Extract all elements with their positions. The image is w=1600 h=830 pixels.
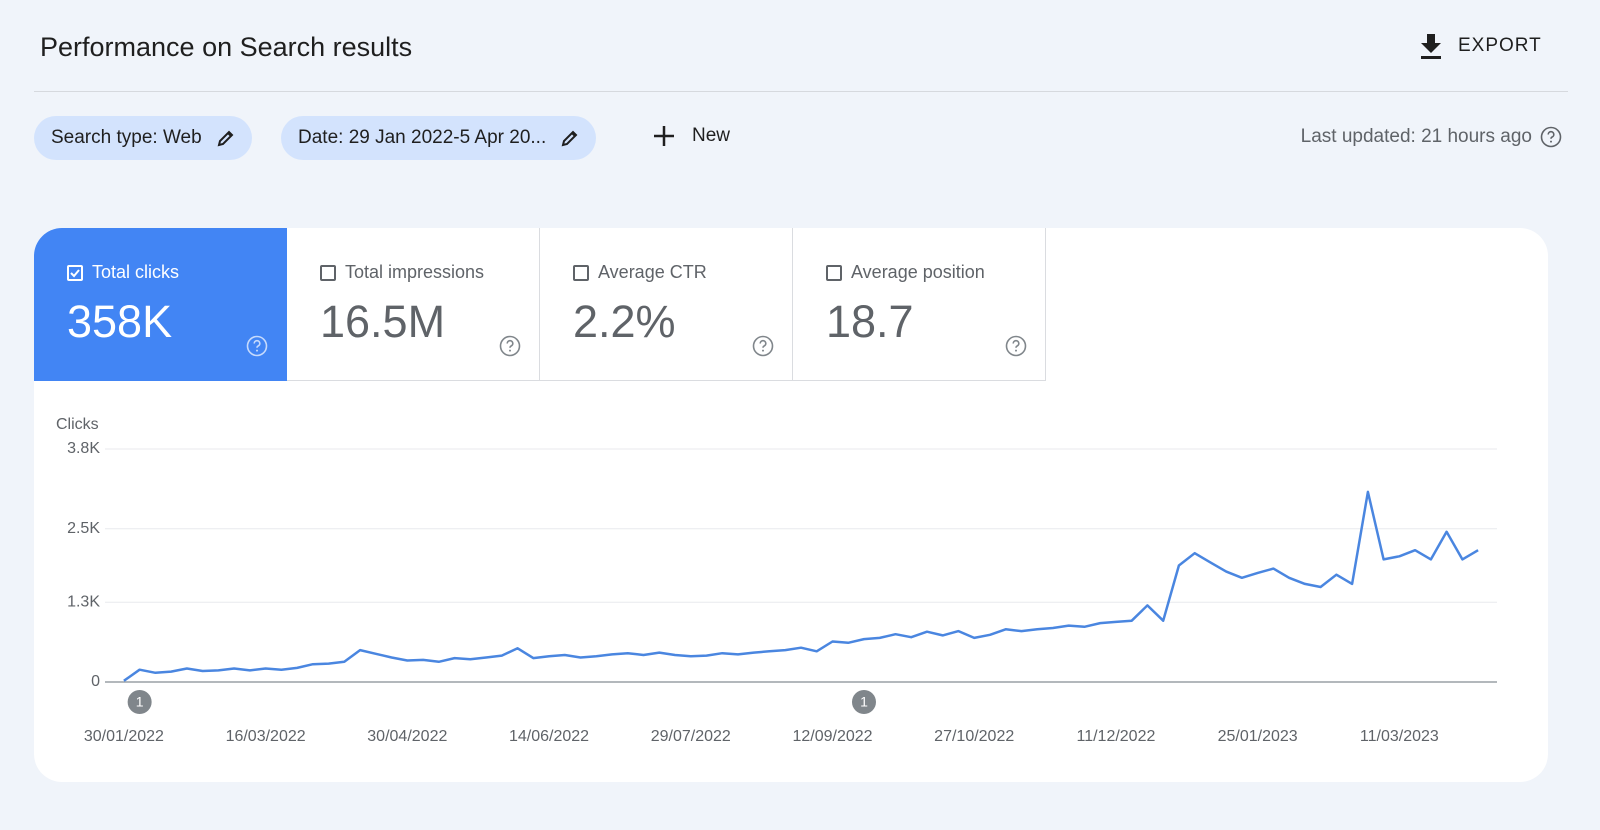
download-icon — [1421, 34, 1441, 59]
x-tick-label: 12/09/2022 — [792, 728, 872, 745]
metric-value: 358K — [67, 296, 173, 347]
export-label: EXPORT — [1458, 35, 1542, 56]
x-tick-label: 11/12/2022 — [1076, 728, 1155, 745]
checkbox[interactable] — [573, 264, 589, 281]
x-tick-label: 27/10/2022 — [934, 728, 1014, 745]
edit-icon — [561, 130, 578, 147]
x-tick-label: 30/01/2022 — [84, 728, 164, 745]
metric-label: Total impressions — [345, 262, 485, 282]
export-button[interactable]: EXPORT — [1418, 32, 1542, 60]
annotation-marker — [127, 690, 152, 714]
x-tick-label: 16/03/2022 — [226, 728, 306, 745]
metric-header: Total impressions — [320, 262, 484, 283]
metric-help — [752, 335, 774, 362]
metric-tile[interactable]: Total impressions 16.5M — [287, 228, 540, 381]
y-tick-label: 0 — [91, 673, 100, 690]
last-updated-text: Last updated: 21 hours ago — [1300, 126, 1532, 147]
metric-value: 16.5M — [320, 296, 446, 347]
metric-tile[interactable]: Total clicks 358K — [34, 228, 287, 381]
metric-value: 18.7 — [826, 296, 914, 347]
page-title: Performance on Search results — [40, 32, 413, 62]
help-icon[interactable] — [1540, 126, 1562, 148]
metric-help — [1005, 335, 1027, 362]
y-tick-label: 2.5K — [67, 520, 100, 537]
chip-label: Date: 29 Jan 2022-5 Apr 20... — [298, 127, 547, 148]
y-axis-title: Clicks — [56, 416, 99, 433]
x-tick-label: 25/01/2023 — [1218, 728, 1298, 745]
checkbox[interactable] — [67, 264, 83, 281]
y-tick-label: 3.8K — [67, 440, 100, 457]
help-icon[interactable] — [1005, 335, 1027, 357]
plus-icon — [654, 126, 674, 146]
metric-header: Average position — [826, 262, 985, 283]
metric-header: Average CTR — [573, 262, 707, 283]
help-icon[interactable] — [246, 335, 268, 357]
filter-chip[interactable]: Search type: Web — [34, 116, 252, 160]
x-tick-label: 11/03/2023 — [1360, 728, 1439, 745]
metric-help — [499, 335, 521, 362]
edit-icon — [217, 130, 234, 147]
x-tick-label: 29/07/2022 — [651, 728, 731, 745]
annotation-label: 1 — [136, 694, 144, 710]
help-icon[interactable] — [499, 335, 521, 357]
annotation-label: 1 — [860, 694, 868, 710]
performance-card: Total clicks 358K Total impressions 16.5M Av… — [34, 228, 1548, 782]
x-tick-label: 30/04/2022 — [367, 728, 447, 745]
metric-value: 2.2% — [573, 296, 676, 347]
checkbox[interactable] — [320, 264, 336, 281]
metric-label: Average CTR — [598, 262, 707, 282]
filter-chip[interactable]: Date: 29 Jan 2022-5 Apr 20... — [281, 116, 597, 160]
y-tick-label: 1.3K — [67, 594, 100, 611]
metric-help — [246, 335, 268, 362]
annotation-marker — [851, 690, 876, 714]
metric-header: Total clicks — [67, 262, 179, 283]
last-updated: Last updated: 21 hours ago — [1301, 126, 1562, 148]
data-line — [123, 490, 1479, 682]
checkbox[interactable] — [826, 264, 842, 281]
metric-tile[interactable]: Average CTR 2.2% — [540, 228, 793, 381]
x-tick-label: 14/06/2022 — [509, 728, 589, 745]
new-label: New — [692, 125, 731, 146]
metric-label: Average position — [851, 262, 985, 282]
check-mark — [70, 268, 80, 277]
metric-label: Total clicks — [92, 262, 180, 282]
help-icon[interactable] — [752, 335, 774, 357]
new-filter-button[interactable]: New — [652, 124, 730, 148]
divider — [34, 91, 1568, 92]
chip-label: Search type: Web — [51, 127, 202, 148]
metric-tile[interactable]: Average position 18.7 — [793, 228, 1046, 381]
